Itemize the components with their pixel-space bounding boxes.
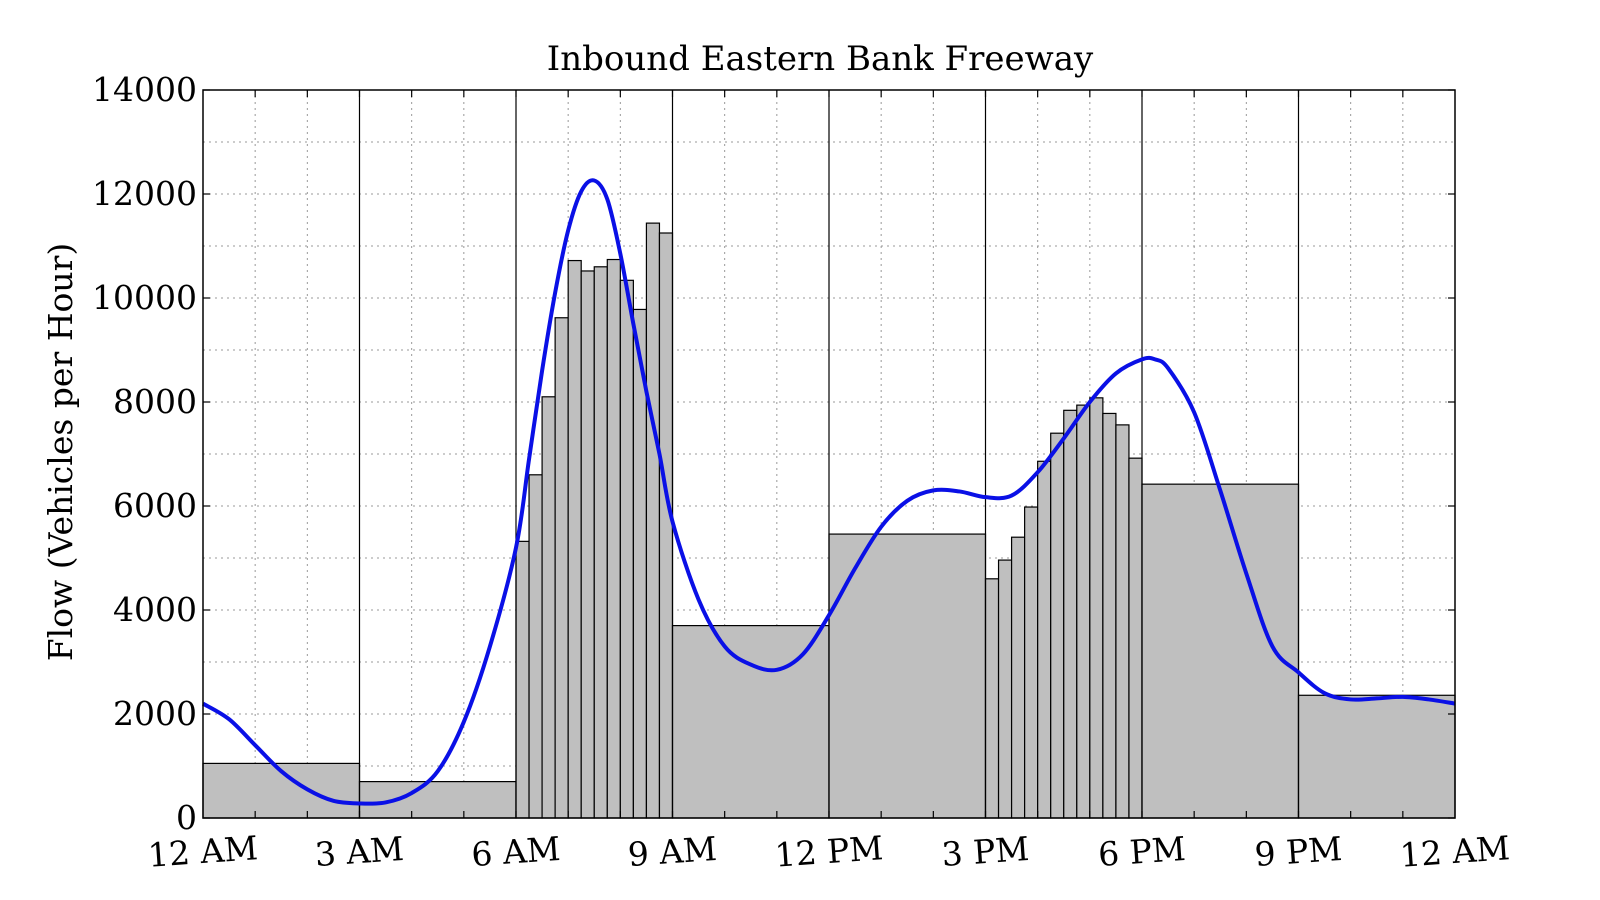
bar [1010,536,1026,819]
bar [580,270,595,819]
bar [1297,694,1456,819]
bar [567,259,582,819]
x-tick-label: 9 AM [627,829,719,874]
y-axis-label: Flow (Vehicles per Hour) [41,243,80,662]
bar [1141,483,1300,819]
bar [515,540,530,819]
y-tick-label: 6000 [113,486,197,525]
x-tick-label: 6 PM [1097,829,1187,874]
bar [1037,460,1052,819]
bar [984,578,1000,819]
bar [828,533,987,819]
x-tick-label: 3 AM [314,829,406,874]
bar [1115,424,1130,819]
y-tick-label: 4000 [113,590,197,629]
bar [1024,506,1039,819]
axis-ticks: 0 2000 4000 6000 8000 10000 12000 14000 12 AM 3 A… [92,70,1511,875]
bar [541,396,556,819]
bar [1089,397,1104,819]
bar [528,474,543,819]
y-tick-label: 14000 [92,70,197,109]
bar [1102,412,1117,819]
x-tick-label: 12 PM [773,828,884,874]
y-tick-label: 12000 [92,174,197,213]
bar [358,780,517,819]
chart-title: Inbound Eastern Bank Freeway [547,39,1094,79]
x-tick-label: 12 AM [147,828,260,875]
bar [671,624,830,819]
bar [645,222,661,819]
x-tick-label: 9 PM [1253,829,1343,874]
bar [658,232,674,819]
bars [202,222,1456,819]
y-tick-label: 8000 [113,382,197,421]
bar [554,317,569,819]
period-dividers [358,90,1300,818]
x-tick-label: 12 AM [1399,828,1512,875]
bar [1076,404,1091,819]
y-tick-label: 10000 [92,278,197,317]
y-tick-label: 2000 [113,694,197,733]
x-tick-label: 6 AM [470,829,562,874]
bar [1128,457,1143,819]
bar [997,559,1013,819]
bar [606,258,621,819]
y-tick-label: 0 [176,798,197,837]
bar [1050,432,1065,819]
bar [1063,409,1078,819]
bar [619,279,634,819]
flow-curve [201,178,1456,806]
bar [593,266,608,819]
x-tick-label: 3 PM [940,829,1030,874]
